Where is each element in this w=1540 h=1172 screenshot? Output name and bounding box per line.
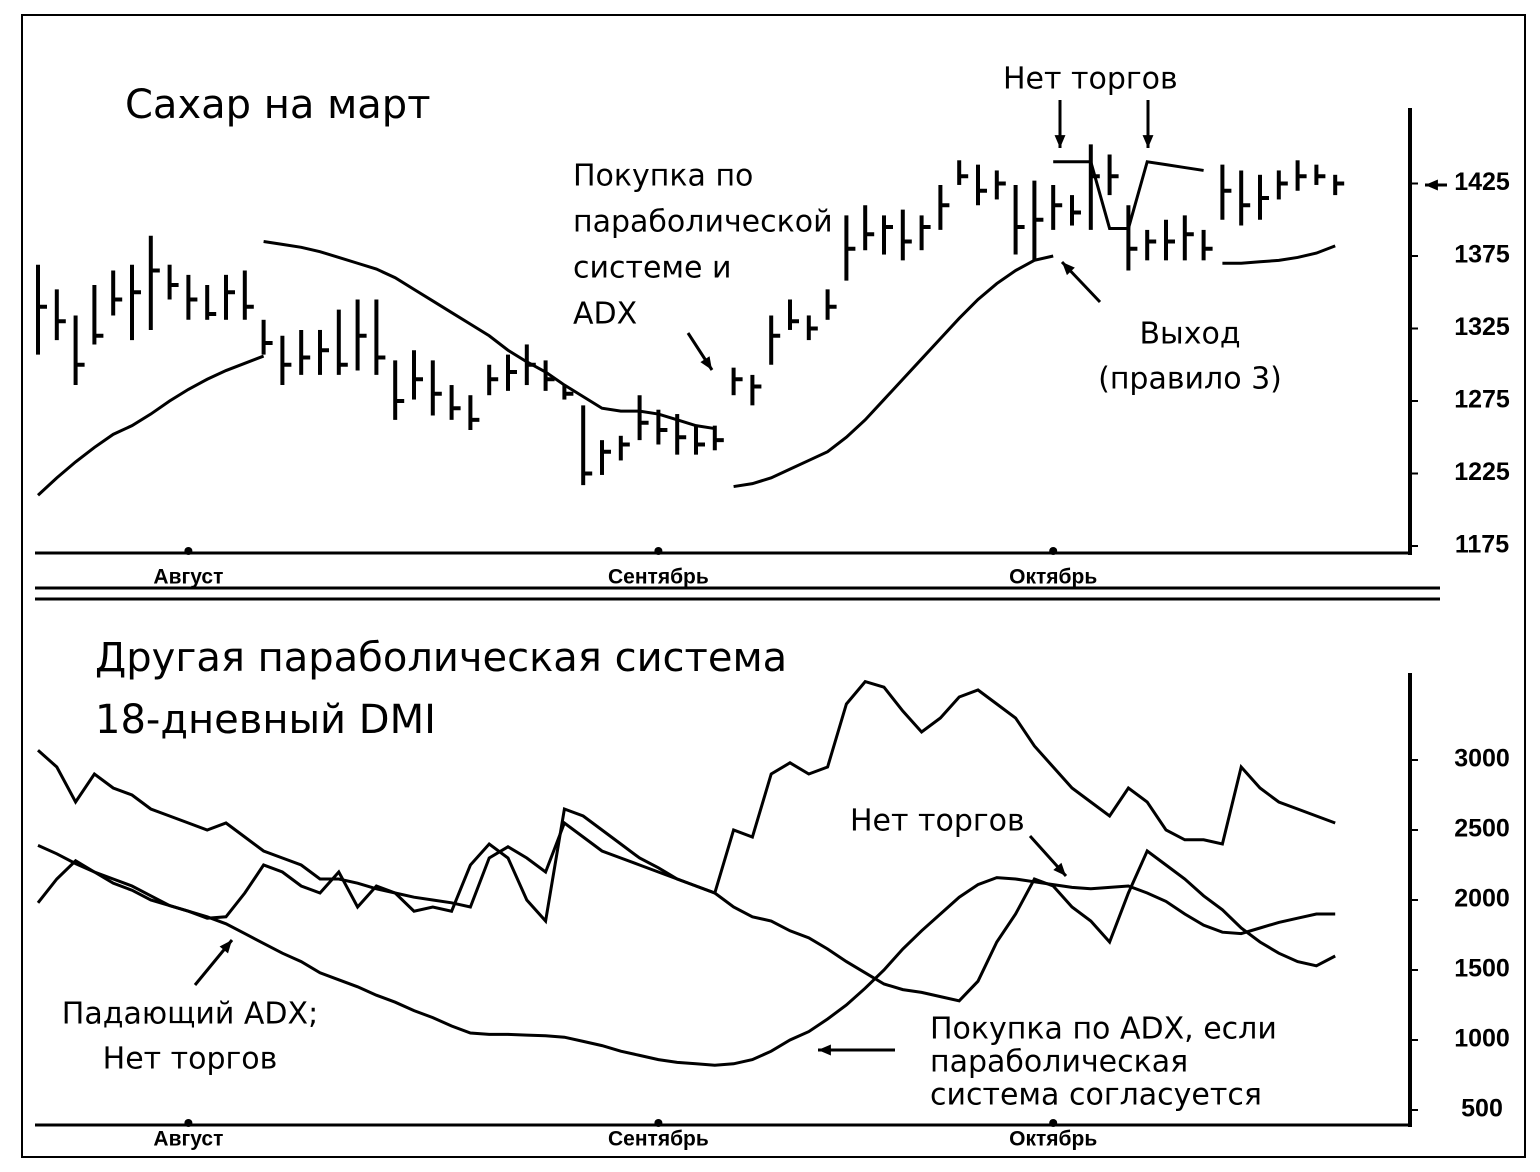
y-tick-label: 500 [1461, 1095, 1503, 1123]
annotation: Покупка по ADX, если [930, 1012, 1277, 1047]
annotation: Покупка по [573, 159, 753, 194]
arrow-head [1425, 179, 1438, 191]
arrow-head [1062, 262, 1075, 276]
month-tick [654, 547, 663, 555]
annotation: Падающий ADX; [62, 997, 318, 1032]
month-tick [1049, 1119, 1058, 1127]
arrow-head [219, 940, 232, 954]
annotation: параболической [573, 205, 833, 240]
arrow-head [1142, 135, 1154, 148]
y-tick-label: 1225 [1454, 458, 1510, 486]
month-tick [1049, 547, 1058, 555]
annotation: Выход [1139, 317, 1240, 352]
chart-title: 18-дневный DMI [95, 697, 436, 743]
indicator-line [36, 806, 1336, 1003]
y-tick-label: 3000 [1454, 745, 1510, 773]
y-tick-label: 1425 [1454, 168, 1510, 196]
annotation: Нет торгов [850, 804, 1025, 839]
y-tick-label: 2500 [1454, 815, 1510, 843]
month-label: Октябрь [1009, 1128, 1097, 1151]
month-label: Октябрь [1009, 566, 1097, 589]
indicator-line [37, 844, 1336, 1067]
annotation: система согласуется [930, 1078, 1262, 1113]
month-label: Август [153, 566, 223, 589]
y-tick-label: 1275 [1454, 386, 1510, 414]
arrow-head [818, 1044, 831, 1056]
arrow-head [1053, 862, 1066, 876]
arrow-head [700, 356, 712, 370]
arrow-head [1054, 135, 1066, 148]
month-tick [184, 547, 193, 555]
y-tick-label: 1000 [1454, 1025, 1510, 1053]
y-tick-label: 1500 [1454, 955, 1510, 983]
annotation: Нет торгов [103, 1042, 278, 1077]
frame [21, 14, 1526, 1158]
indicator-line [733, 254, 1054, 489]
indicator-line [36, 354, 265, 497]
y-tick-label: 1325 [1454, 313, 1510, 341]
annotation: ADX [573, 297, 637, 332]
y-tick-label: 1175 [1455, 531, 1509, 559]
indicator-line [1222, 244, 1336, 265]
annotation: параболическая [930, 1045, 1188, 1080]
month-label: Сентябрь [608, 566, 709, 589]
month-label: Август [153, 1128, 223, 1151]
y-tick-label: 1375 [1454, 241, 1510, 269]
y-tick-label: 2000 [1454, 885, 1510, 913]
chart-title: Сахар на март [125, 82, 431, 128]
annotation: системе и [573, 251, 732, 286]
annotation: (правило 3) [1098, 362, 1282, 397]
month-tick [654, 1119, 663, 1127]
month-label: Сентябрь [608, 1128, 709, 1151]
month-tick [184, 1119, 193, 1127]
chart-title: Другая параболическая система [95, 635, 787, 681]
annotation: Нет торгов [1003, 62, 1178, 97]
